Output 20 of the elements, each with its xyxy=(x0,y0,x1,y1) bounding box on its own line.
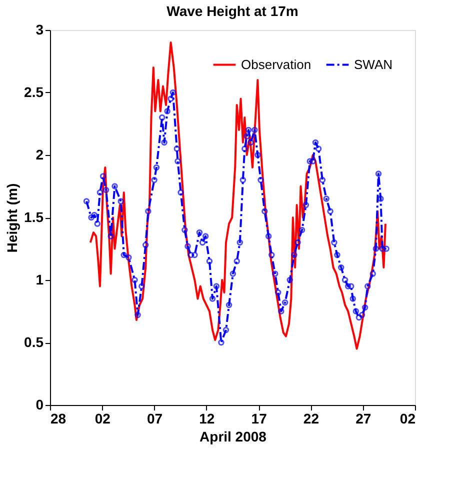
x-tick-label: 07 xyxy=(146,410,163,426)
x-tick-label: 02 xyxy=(94,410,111,426)
x-axis-title: April 2008 xyxy=(200,428,267,444)
x-tick-label: 22 xyxy=(303,410,320,426)
y-tick-label: 0.5 xyxy=(24,334,44,350)
x-tick-label: 28 xyxy=(50,410,66,426)
legend-label: Observation xyxy=(241,56,312,72)
y-tick-label: 3 xyxy=(36,22,44,38)
y-tick-label: 1 xyxy=(36,272,44,288)
y-tick-label: 2.5 xyxy=(24,84,44,100)
x-tick-label: 27 xyxy=(356,410,372,426)
y-tick-label: 0 xyxy=(36,396,44,412)
y-axis-title: Height (m) xyxy=(4,183,20,253)
y-tick-label: 1.5 xyxy=(24,209,44,225)
x-tick-label: 17 xyxy=(251,410,268,426)
y-tick-label: 2 xyxy=(36,146,44,162)
legend-label: SWAN xyxy=(354,56,393,72)
chart-title: Wave Height at 17m xyxy=(166,3,298,19)
x-tick-label: 12 xyxy=(199,410,215,426)
x-tick-label: 02 xyxy=(400,410,416,426)
